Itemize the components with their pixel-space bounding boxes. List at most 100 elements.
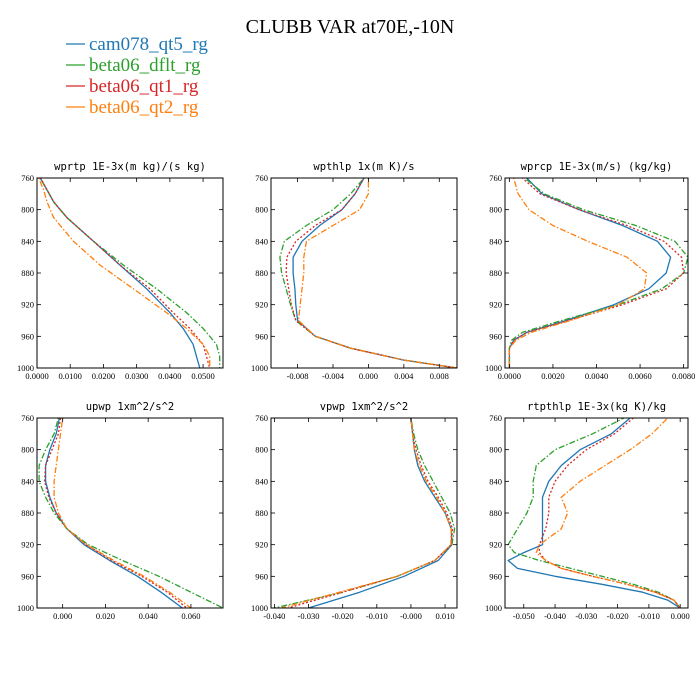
series-group xyxy=(38,418,223,608)
x-tick-label: -0.020 xyxy=(332,611,354,621)
x-tick-label: -0.030 xyxy=(298,611,320,621)
y-tick-label: 840 xyxy=(255,236,268,246)
x-tick-label: 0.0080 xyxy=(672,371,695,381)
figure-title: CLUBB VAR at70E,-10N xyxy=(246,16,455,38)
series-line-beta06_qt1_rg xyxy=(43,418,188,608)
y-tick-label: 760 xyxy=(21,413,34,423)
panel-1: wprtp 1E-3x(m kg)/(s kg) 760 800 840 880 920 9… xyxy=(17,161,224,381)
x-tick-label: 0.0400 xyxy=(158,371,181,381)
y-tick-label: 760 xyxy=(255,173,268,183)
series-line-beta06_qt1_rg xyxy=(538,418,681,608)
y-tick-label: 880 xyxy=(489,508,502,518)
y-tick-label: 840 xyxy=(21,236,34,246)
panel-title: wpthlp 1x(m K)/s xyxy=(313,161,414,173)
y-tick-label: 880 xyxy=(489,268,502,278)
x-tick-label: 0.008 xyxy=(430,371,449,381)
panel-title: rtpthlp 1E-3x(kg K)/kg xyxy=(527,401,666,413)
x-tick-label: -0.020 xyxy=(607,611,629,621)
y-tick-label: 960 xyxy=(21,331,34,341)
x-tick-label: -0.000 xyxy=(400,611,422,621)
x-tick-label: 0.020 xyxy=(96,611,115,621)
y-tick-label: 920 xyxy=(255,540,268,550)
x-tick-label: 0.0100 xyxy=(59,371,82,381)
series-group xyxy=(38,178,221,368)
x-tick-label: -0.010 xyxy=(638,611,660,621)
plot-frame xyxy=(504,177,689,369)
plot-frame xyxy=(270,177,458,369)
plot-frame xyxy=(504,417,689,609)
x-tick-label: 0.004 xyxy=(394,371,414,381)
y-tick-label: 800 xyxy=(489,445,502,455)
x-tick-label: -0.030 xyxy=(575,611,597,621)
x-tick-label: -0.050 xyxy=(513,611,535,621)
y-tick-label: 800 xyxy=(21,205,34,215)
y-tick-label: 840 xyxy=(255,476,268,486)
y-tick-label: 880 xyxy=(255,508,268,518)
y-tick-label: 920 xyxy=(21,300,34,310)
series-line-beta06_qt2_rg xyxy=(281,418,452,608)
legend-label: beta06_qt2_rg xyxy=(89,97,199,118)
y-tick-label: 960 xyxy=(255,331,268,341)
x-tick-label: 0.000 xyxy=(671,611,690,621)
x-tick-label: 0.000 xyxy=(53,611,72,621)
y-tick-label: 760 xyxy=(21,173,34,183)
y-tick-label: 880 xyxy=(21,508,34,518)
y-tick-label: 800 xyxy=(255,205,268,215)
series-line-beta06_dflt_rg xyxy=(508,178,688,368)
x-tick-label: 0.0020 xyxy=(541,371,564,381)
series-group xyxy=(508,178,688,368)
y-tick-label: 760 xyxy=(255,413,268,423)
series-line-cam078_qt5_rg xyxy=(507,418,681,608)
series-line-beta06_dflt_rg xyxy=(274,418,456,608)
series-line-beta06_qt1_rg xyxy=(285,178,457,368)
y-tick-label: 840 xyxy=(21,476,34,486)
panel-6: rtpthlp 1E-3x(kg K)/kg 760 800 840 880 920 960… xyxy=(485,401,690,621)
y-tick-label: 800 xyxy=(489,205,502,215)
y-tick-label: 920 xyxy=(489,300,502,310)
y-tick-label: 1000 xyxy=(485,603,502,613)
panel-4: upwp 1xm^2/s^2 760 800 840 880 920 960 1000 0.00… xyxy=(17,401,224,621)
x-tick-label: 0.060 xyxy=(181,611,200,621)
y-tick-label: 840 xyxy=(489,236,502,246)
x-tick-label: -0.004 xyxy=(322,371,345,381)
x-tick-label: 0.040 xyxy=(139,611,158,621)
series-line-beta06_dflt_rg xyxy=(507,418,681,608)
panel-title: wprtp 1E-3x(m kg)/(s kg) xyxy=(54,161,206,173)
panels: wprtp 1E-3x(m kg)/(s kg) 760 800 840 880 920 9… xyxy=(17,161,695,621)
series-line-beta06_qt1_rg xyxy=(287,418,454,608)
legend-label: cam078_qt5_rg xyxy=(89,34,208,55)
x-tick-label: 0.0500 xyxy=(191,371,214,381)
legend-label: beta06_qt1_rg xyxy=(89,76,199,97)
series-line-cam078_qt5_rg xyxy=(308,418,453,608)
y-tick-label: 880 xyxy=(255,268,268,278)
y-tick-label: 960 xyxy=(255,571,268,581)
panel-5: vpwp 1xm^2/s^27608008408809209601000-0.0… xyxy=(251,401,458,621)
series-line-cam078_qt5_rg xyxy=(44,418,183,608)
series-line-beta06_qt2_rg xyxy=(508,178,648,368)
y-tick-label: 1000 xyxy=(17,363,34,373)
y-tick-label: 1000 xyxy=(251,603,268,613)
x-tick-label: 0.0200 xyxy=(92,371,115,381)
x-tick-label: -0.010 xyxy=(366,611,388,621)
series-line-beta06_qt2_rg xyxy=(38,178,211,368)
y-tick-label: 760 xyxy=(489,173,502,183)
y-tick-label: 960 xyxy=(489,331,502,341)
series-group xyxy=(274,418,456,608)
series-line-beta06_qt2_rg xyxy=(535,418,681,608)
panel-title: upwp 1xm^2/s^2 xyxy=(86,401,175,413)
y-tick-label: 960 xyxy=(489,571,502,581)
series-line-beta06_dflt_rg xyxy=(38,418,223,608)
panel-2: wpthlp 1x(m K)/s 760 800 840 880 920 960 1000 -0… xyxy=(251,161,458,381)
x-tick-label: -0.008 xyxy=(287,371,309,381)
y-tick-label: 920 xyxy=(255,300,268,310)
series-line-beta06_qt1_rg xyxy=(508,178,685,368)
x-tick-label: -0.040 xyxy=(263,611,285,621)
series-line-beta06_qt2_rg xyxy=(53,418,192,608)
plot-frame xyxy=(36,417,224,609)
y-tick-label: 1000 xyxy=(17,603,34,613)
x-tick-label: 0.0300 xyxy=(125,371,148,381)
y-tick-label: 800 xyxy=(255,445,268,455)
y-tick-label: 760 xyxy=(489,413,502,423)
panel-title: vpwp 1xm^2/s^2 xyxy=(320,401,409,413)
x-tick-label: 0.0000 xyxy=(498,371,521,381)
